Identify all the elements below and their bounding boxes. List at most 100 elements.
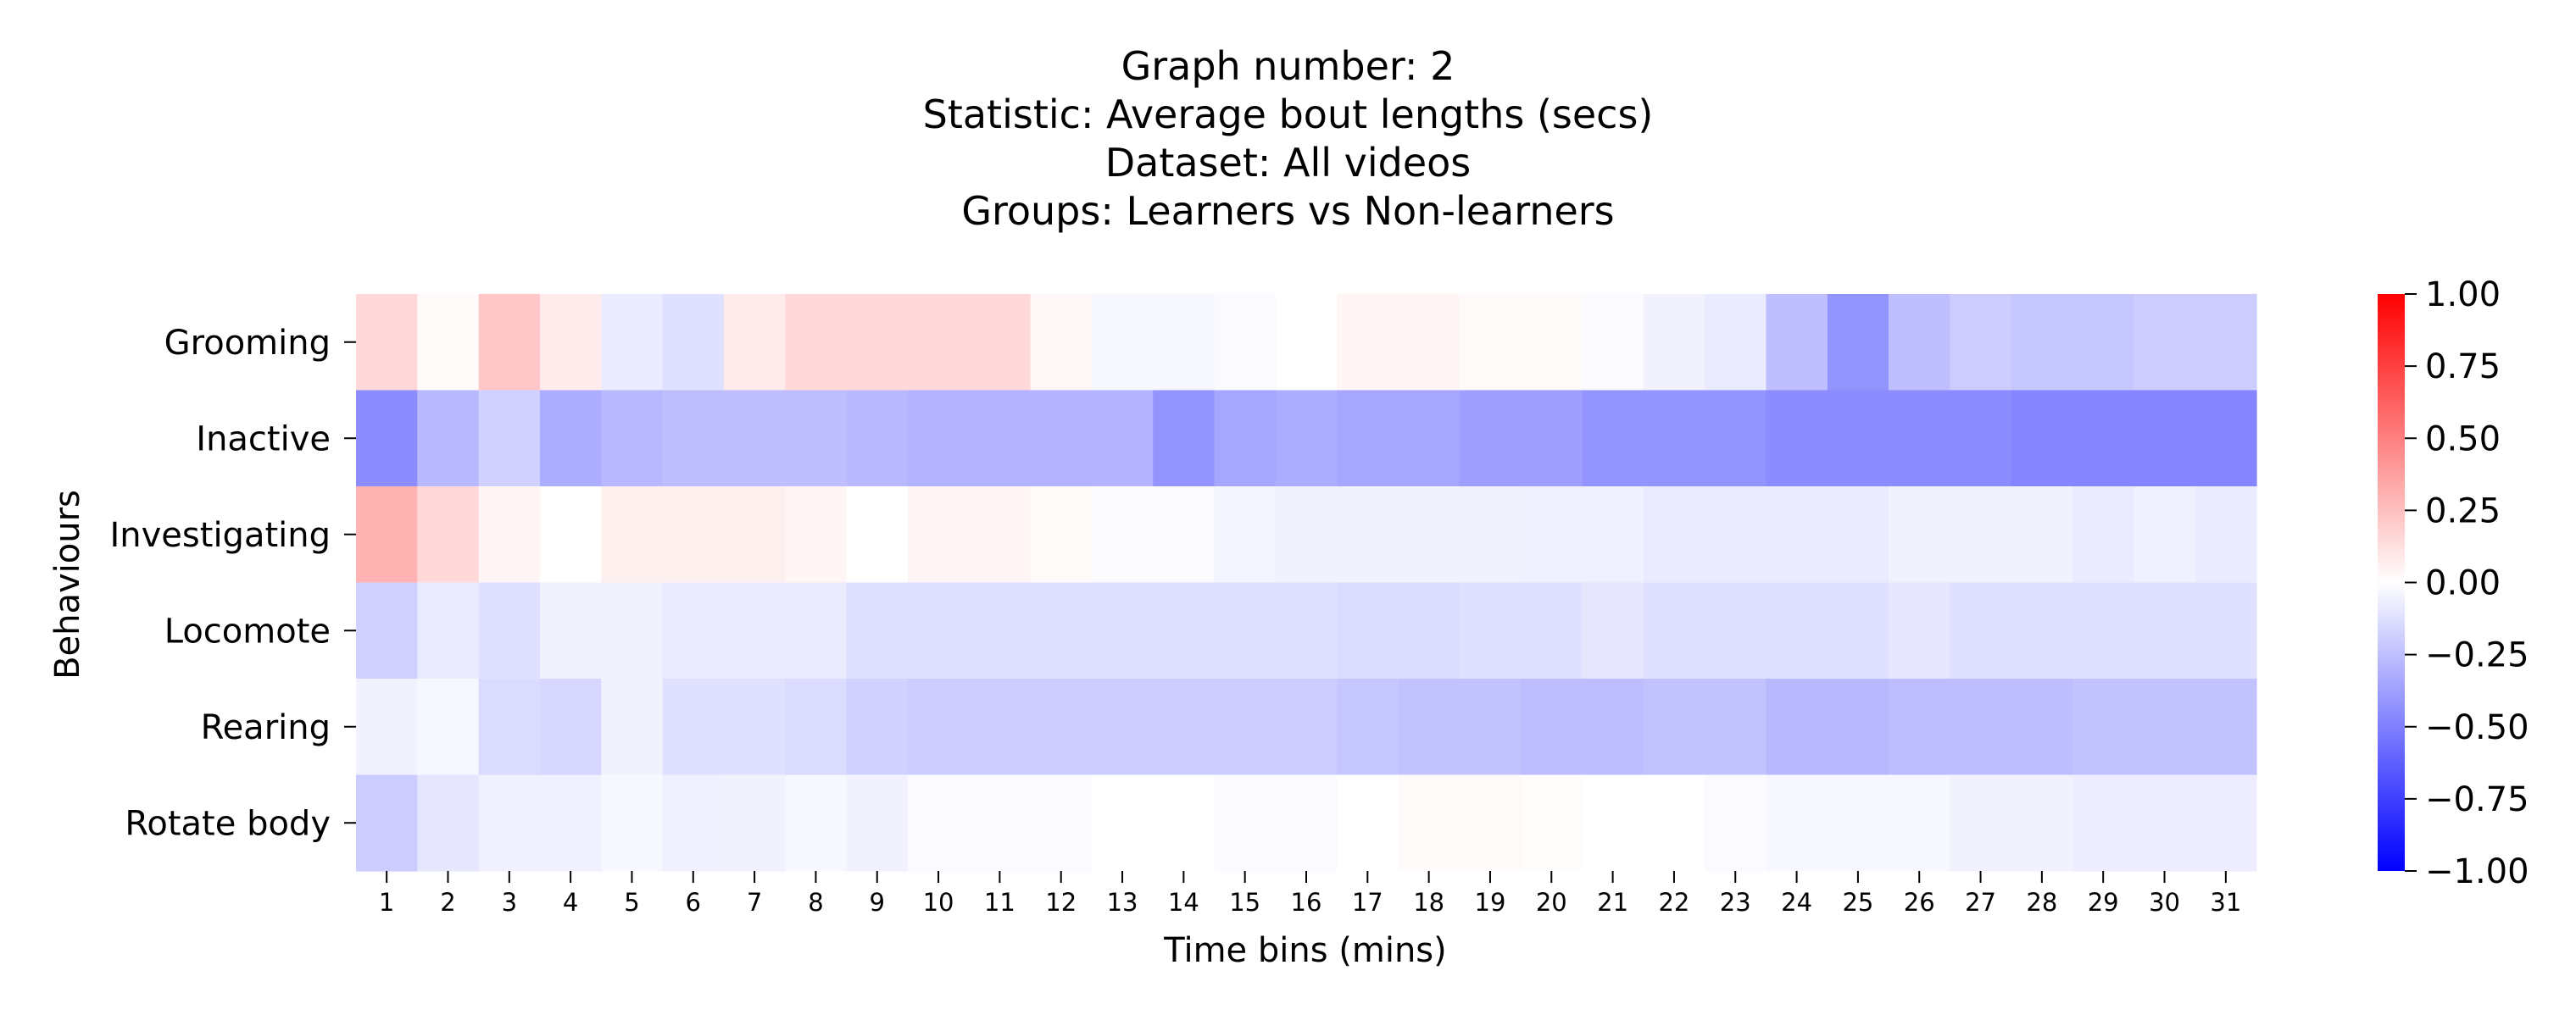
heatmap-cell [2072,486,2134,584]
colorbar-tick-label: 0.75 [2425,347,2501,386]
heatmap-cell [1153,582,1216,679]
heatmap-cell [662,582,725,679]
x-tick-label: 27 [1965,888,1996,917]
colorbar-tick-label: 0.50 [2425,419,2501,458]
heatmap-cell [1889,486,1950,584]
heatmap-cell [539,294,602,391]
heatmap-cell [969,582,1032,679]
heatmap-cell [601,774,664,872]
heatmap-cells [356,294,2257,872]
x-tick-label: 12 [1045,888,1077,917]
heatmap-cell [1275,774,1338,872]
x-tick-label: 24 [1781,888,1812,917]
colorbar-tick-label: 0.00 [2425,564,2501,603]
heatmap-cell [785,679,848,776]
x-tick-label: 10 [923,888,954,917]
heatmap-cell [1091,486,1154,584]
x-tick-label: 14 [1168,888,1199,917]
heatmap-cell [969,390,1032,487]
heatmap-cell [785,390,848,487]
heatmap-cell [356,582,418,679]
x-tick-label: 29 [2088,888,2119,917]
heatmap-cell [846,294,909,391]
heatmap-cell [1337,774,1399,872]
heatmap-cell [846,774,909,872]
x-tick-label: 19 [1475,888,1506,917]
heatmap-cell [1214,486,1277,584]
heatmap-cell [2195,582,2257,679]
x-tick-label: 1 [379,888,394,917]
heatmap-cell [1766,774,1828,872]
heatmap-cell [662,486,725,584]
heatmap-cell [356,390,418,487]
heatmap-cell [2072,582,2134,679]
x-tick-label: 31 [2210,888,2241,917]
heatmap-cell [1091,294,1154,391]
x-tick-label: 2 [440,888,455,917]
heatmap-cell [1030,294,1093,391]
y-axis-label: Behaviours [48,490,87,679]
heatmap-cell [1153,294,1216,391]
colorbar-tick-label: 1.00 [2425,275,2501,314]
heatmap-cell [1091,679,1154,776]
heatmap-cell [417,582,480,679]
heatmap-cell [1827,582,1889,679]
heatmap-cell [478,679,541,776]
heatmap-cell [969,486,1032,584]
x-tick-label: 16 [1291,888,1322,917]
heatmap-cell [356,774,418,872]
heatmap-cell [1889,294,1950,391]
heatmap-cell [846,582,909,679]
x-tick-label: 9 [870,888,885,917]
heatmap-cell [1582,486,1644,584]
heatmap-cell [1705,390,1767,487]
x-tick-label: 28 [2026,888,2057,917]
heatmap-cell [907,486,970,584]
x-tick-label: 7 [747,888,762,917]
heatmap-cell [2011,582,2073,679]
heatmap-cell [1521,486,1583,584]
heatmap-cell [1459,486,1522,584]
heatmap-cell [1766,390,1828,487]
heatmap-cell [1521,679,1583,776]
heatmap-cell [1275,679,1338,776]
x-tick-label: 26 [1904,888,1935,917]
heatmap-cell [601,679,664,776]
heatmap-cell [907,774,970,872]
heatmap-cell [1398,582,1460,679]
heatmap-cell [1521,774,1583,872]
x-axis-ticks: 1 2 3 4 5 6 7 8 9 10 11 12 13 14 15 16 17 18 19 20 21 22 23 24 2… [379,871,2241,917]
x-axis-label: Time bins (mins) [1163,931,1447,970]
heatmap-cell [1091,582,1154,679]
colorbar [2378,294,2405,871]
heatmap-cell [1889,390,1950,487]
heatmap-cell [2134,582,2196,679]
x-tick-label: 18 [1413,888,1444,917]
heatmap-cell [1030,679,1093,776]
heatmap-cell [1582,582,1644,679]
heatmap-cell [2011,486,2073,584]
heatmap-cell [1766,294,1828,391]
heatmap-cell [1827,774,1889,872]
x-tick-label: 13 [1107,888,1138,917]
heatmap-cell [1643,486,1705,584]
heatmap-cell [969,294,1032,391]
heatmap-cell [2195,774,2257,872]
y-tick-label: Locomote [164,612,331,651]
heatmap-cell [2134,774,2196,872]
heatmap-cell [1153,679,1216,776]
heatmap-cell [2134,679,2196,776]
colorbar-tick-label: −0.50 [2425,708,2529,747]
heatmap-cell [1950,774,2012,872]
heatmap-cell [1337,582,1399,679]
heatmap-cell [2072,679,2134,776]
colorbar-tick-label: −1.00 [2425,852,2529,891]
heatmap-cell [2134,390,2196,487]
title-line-dataset: Dataset: All videos [1104,140,1472,186]
y-tick-label: Inactive [196,419,331,458]
heatmap-cell [1889,679,1950,776]
heatmap-cell [723,582,786,679]
heatmap-cell [1214,294,1277,391]
heatmap-cell [1275,582,1338,679]
heatmap-cell [2072,294,2134,391]
